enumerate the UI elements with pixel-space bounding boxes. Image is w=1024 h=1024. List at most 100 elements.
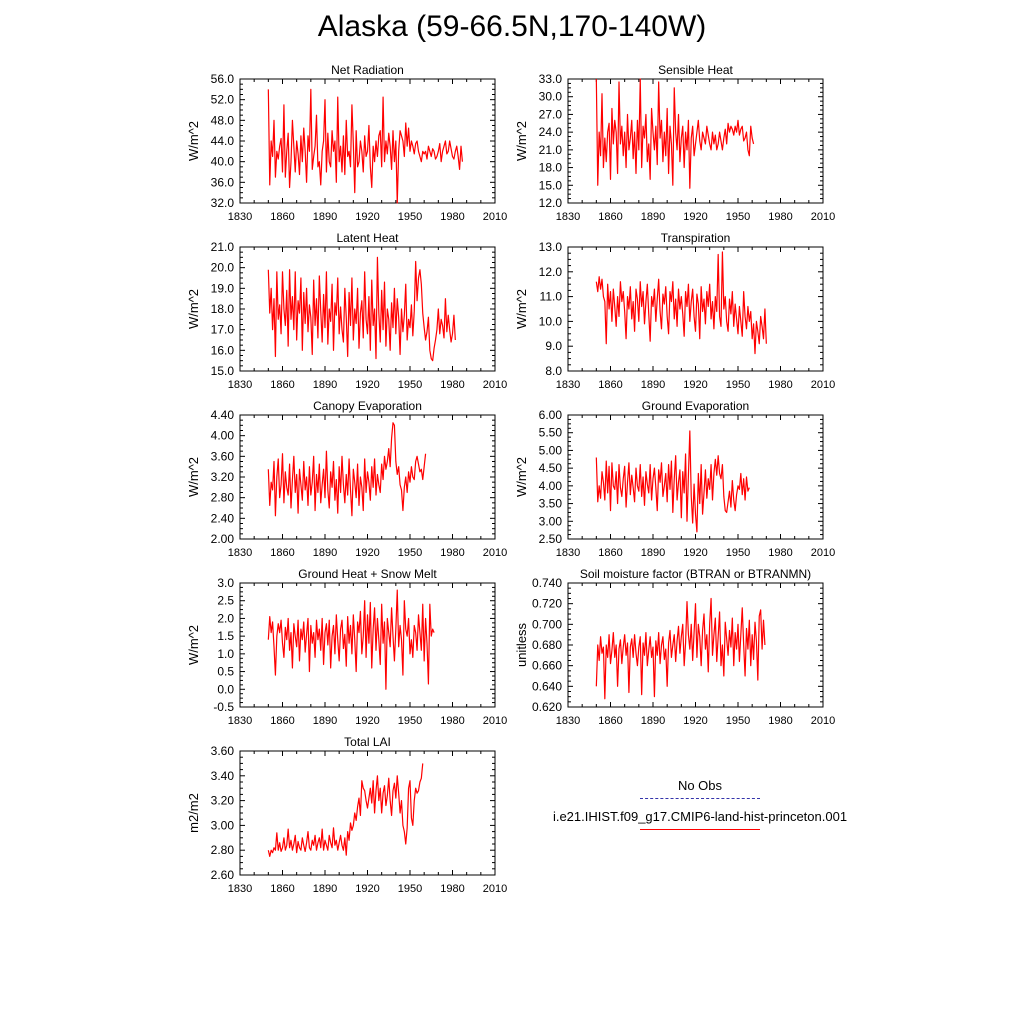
panel-title: Transpiration <box>661 231 731 245</box>
y-tick-label: 30.0 <box>539 90 563 104</box>
y-tick-label: 0.700 <box>532 617 562 631</box>
x-tick-label: 1830 <box>556 715 580 727</box>
x-tick-label: 2010 <box>811 379 835 391</box>
x-tick-label: 2010 <box>811 211 835 223</box>
y-tick-label: 2.40 <box>211 511 235 525</box>
y-tick-label: 3.00 <box>211 818 235 832</box>
y-tick-label: 32.0 <box>211 196 235 210</box>
series-line <box>595 430 750 533</box>
y-tick-label: 18.0 <box>539 161 563 175</box>
y-tick-label: 40.0 <box>211 155 235 169</box>
y-tick-label: 3.00 <box>539 514 563 528</box>
y-tick-label: 5.00 <box>539 443 563 457</box>
y-tick-label: 17.0 <box>211 323 235 337</box>
panel-title: Sensible Heat <box>658 63 733 77</box>
y-tick-label: 44.0 <box>211 134 235 148</box>
legend-label-model: i.e21.IHIST.f09_g17.CMIP6-land-hist-prin… <box>552 809 848 824</box>
y-tick-label: 2.5 <box>217 594 234 608</box>
y-tick-label: 18.0 <box>211 302 235 316</box>
series-line <box>267 589 435 690</box>
y-tick-label: 0.740 <box>532 576 562 590</box>
panel-title: Latent Heat <box>336 231 399 245</box>
panel-title: Ground Heat + Snow Melt <box>298 567 437 581</box>
legend-label-obs: No Obs <box>677 778 723 793</box>
y-tick-label: 0.0 <box>217 682 234 696</box>
y-tick-label: 20.0 <box>211 261 235 275</box>
y-tick-label: 8.0 <box>545 364 562 378</box>
x-tick-label: 1980 <box>440 547 464 559</box>
x-tick-label: 1860 <box>598 211 622 223</box>
panel-title: Net Radiation <box>331 63 404 77</box>
x-tick-label: 1920 <box>683 715 707 727</box>
x-tick-label: 1890 <box>641 547 665 559</box>
legend-entry-model: i.e21.IHIST.f09_g17.CMIP6-land-hist-prin… <box>520 809 880 830</box>
x-tick-label: 1950 <box>398 883 422 895</box>
y-tick-label: 0.680 <box>532 638 562 652</box>
y-tick-label: 5.50 <box>539 426 563 440</box>
x-tick-label: 1890 <box>313 883 337 895</box>
x-tick-label: 1860 <box>598 547 622 559</box>
y-tick-label: 13.0 <box>539 240 563 254</box>
y-axis-label: W/m^2 <box>514 289 529 329</box>
panel-4: 1830 1860 1890 1920 1950 1980 2010 2.00 2.40 2.80… <box>186 399 507 559</box>
y-tick-label: 15.0 <box>539 178 563 192</box>
y-tick-label: 12.0 <box>539 196 563 210</box>
x-tick-label: 1860 <box>270 883 294 895</box>
x-tick-label: 1830 <box>556 547 580 559</box>
y-axis-label: W/m^2 <box>186 625 201 665</box>
series-line <box>267 256 456 362</box>
panel-title: Ground Evaporation <box>642 399 749 413</box>
x-tick-label: 2010 <box>483 883 507 895</box>
y-tick-label: 3.20 <box>211 470 235 484</box>
x-tick-label: 1890 <box>313 211 337 223</box>
y-axis-label: W/m^2 <box>514 121 529 161</box>
x-tick-label: 1860 <box>270 211 294 223</box>
x-tick-label: 1860 <box>598 715 622 727</box>
panel-5: 1830 1860 1890 1920 1950 1980 2010 2.50 3.00 3.50… <box>514 399 835 559</box>
x-tick-label: 1920 <box>355 715 379 727</box>
panel-title: Total LAI <box>344 735 391 749</box>
y-tick-label: 21.0 <box>211 240 235 254</box>
y-tick-label: 1.0 <box>217 647 234 661</box>
x-tick-label: 1830 <box>556 211 580 223</box>
page-title: Alaska (59-66.5N,170-140W) <box>317 10 707 43</box>
x-tick-label: 1920 <box>355 547 379 559</box>
plot-frame <box>567 246 824 372</box>
y-axis-label: W/m^2 <box>186 121 201 161</box>
series-line <box>595 78 755 189</box>
y-axis-label: W/m^2 <box>186 289 201 329</box>
x-tick-label: 1890 <box>641 379 665 391</box>
panel-title: Canopy Evaporation <box>313 399 422 413</box>
x-tick-label: 1860 <box>598 379 622 391</box>
series-line <box>267 422 427 517</box>
y-tick-label: 4.40 <box>211 408 235 422</box>
panel-title: Soil moisture factor (BTRAN or BTRANMN) <box>580 567 811 581</box>
x-tick-label: 1830 <box>228 883 252 895</box>
y-tick-label: 15.0 <box>211 364 235 378</box>
x-tick-label: 1920 <box>355 379 379 391</box>
y-tick-label: 3.0 <box>217 576 234 590</box>
y-tick-label: 2.0 <box>217 611 234 625</box>
x-tick-label: 1950 <box>398 211 422 223</box>
y-tick-label: 52.0 <box>211 93 235 107</box>
y-tick-label: 3.60 <box>211 744 235 758</box>
y-tick-label: 0.660 <box>532 659 562 673</box>
y-tick-label: 2.00 <box>211 532 235 546</box>
x-tick-label: 1830 <box>228 379 252 391</box>
x-tick-label: 1890 <box>313 379 337 391</box>
y-tick-label: 2.80 <box>211 491 235 505</box>
panel-6: 1830 1860 1890 1920 1950 1980 2010 -0.5 0.0 0.5 1.… <box>186 567 507 727</box>
x-tick-label: 1950 <box>398 715 422 727</box>
x-tick-label: 1950 <box>726 379 750 391</box>
series-line <box>267 763 424 858</box>
y-tick-label: 0.640 <box>532 679 562 693</box>
y-tick-label: 36.0 <box>211 175 235 189</box>
x-tick-label: 1950 <box>726 715 750 727</box>
x-tick-label: 1980 <box>768 715 792 727</box>
y-axis-label: unitless <box>514 622 529 667</box>
x-tick-label: 1980 <box>768 379 792 391</box>
x-tick-label: 2010 <box>483 211 507 223</box>
x-tick-label: 1830 <box>228 211 252 223</box>
y-tick-label: 2.60 <box>211 868 235 882</box>
x-tick-label: 2010 <box>483 715 507 727</box>
